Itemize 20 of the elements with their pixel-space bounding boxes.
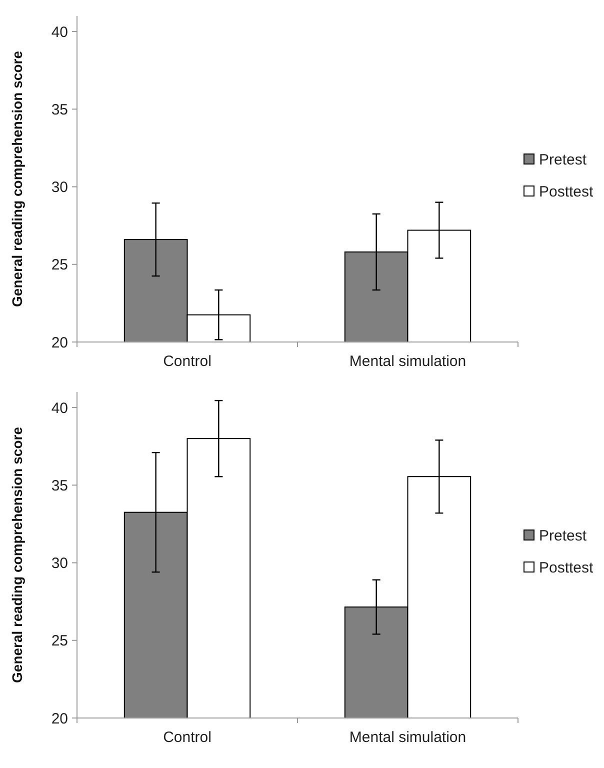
y-tick-label: 25 (51, 632, 68, 650)
y-tick-label: 40 (51, 24, 68, 41)
y-tick-label: 35 (51, 477, 68, 494)
x-tick-label: Control (163, 729, 212, 746)
x-tick-label: Mental simulation (349, 353, 466, 370)
legend-label: Pretest (539, 527, 588, 544)
y-tick-label: 20 (51, 334, 68, 352)
y-tick-label: 40 (51, 400, 68, 417)
legend-label: Posttest (539, 559, 594, 576)
y-tick-label: 20 (51, 710, 68, 728)
y-tick-label: 30 (51, 179, 68, 196)
x-tick-label: Control (163, 353, 212, 370)
legend-label: Pretest (539, 151, 588, 168)
x-tick-label: Mental simulation (349, 729, 466, 746)
legend-label: Posttest (539, 183, 594, 200)
y-axis-title: General reading comprehension score (9, 50, 25, 307)
y-tick-label: 35 (51, 101, 68, 118)
y-tick-label: 25 (51, 256, 68, 274)
y-axis-title: General reading comprehension score (9, 426, 25, 683)
y-tick-label: 30 (51, 555, 68, 572)
